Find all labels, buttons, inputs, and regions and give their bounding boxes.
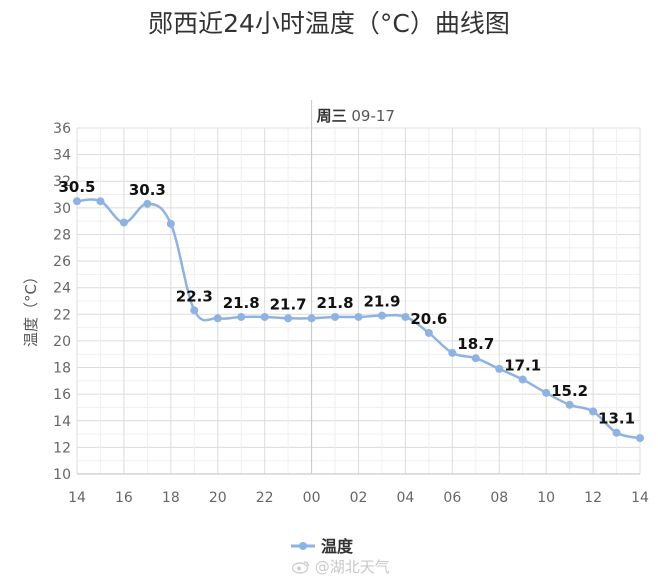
x-tick-label: 02 <box>350 490 368 506</box>
y-tick-label: 16 <box>53 387 71 403</box>
chart-title: 郧西近24小时温度（°C）曲线图 <box>148 9 510 38</box>
date-marker-date: 09-17 <box>347 107 395 125</box>
data-label: 17.1 <box>504 357 541 375</box>
x-tick-label: 14 <box>68 490 86 506</box>
axes: 10 12 14 16 18 20 22 24 26 28 30 32 34 36 14 16 18 20 22 00… <box>53 121 649 506</box>
data-point <box>284 314 293 323</box>
y-tick-label: 14 <box>53 414 71 430</box>
data-point <box>143 199 152 208</box>
x-tick-label: 18 <box>162 490 180 506</box>
data-point <box>73 197 81 206</box>
x-tick-label: 10 <box>537 490 555 506</box>
data-label: 18.7 <box>457 335 494 353</box>
y-tick-label: 12 <box>53 440 71 456</box>
data-point <box>495 364 504 373</box>
date-marker-label: 周三 09-17 <box>317 107 395 125</box>
y-tick-label: 22 <box>53 307 71 323</box>
data-labels: 30.5 30.3 22.3 21.8 21.7 21.8 21.9 20.6 18.7 17.1… <box>58 178 635 428</box>
y-tick-label: 10 <box>53 467 71 483</box>
legend-marker-icon <box>299 542 307 550</box>
data-label: 21.9 <box>363 293 400 311</box>
watermark-text: @湖北天气 <box>314 558 390 576</box>
grid <box>76 127 641 475</box>
y-tick-label: 26 <box>53 254 71 270</box>
legend[interactable]: 温度 <box>291 537 354 556</box>
weibo-icon <box>292 561 310 574</box>
date-marker: 周三 09-17 <box>311 100 395 474</box>
data-point <box>237 312 246 321</box>
x-tick-label: 12 <box>584 490 602 506</box>
data-point <box>401 312 410 321</box>
data-label: 21.7 <box>270 295 307 313</box>
x-tick-label: 20 <box>209 490 227 506</box>
data-point <box>377 311 386 320</box>
data-label: 21.8 <box>317 294 354 312</box>
data-label: 20.6 <box>410 310 447 328</box>
series-temperature <box>73 197 644 443</box>
data-label: 22.3 <box>176 287 213 305</box>
y-tick-label: 34 <box>53 148 71 164</box>
data-point <box>119 218 128 227</box>
y-tick-label: 30 <box>53 201 71 217</box>
x-tick-label: 04 <box>397 490 415 506</box>
data-point <box>190 306 199 315</box>
data-point <box>612 428 621 437</box>
data-point <box>448 348 457 357</box>
y-tick-label: 28 <box>53 227 71 243</box>
x-tick-label: 08 <box>490 490 508 506</box>
data-label: 30.5 <box>58 178 95 196</box>
data-point <box>96 197 105 206</box>
date-marker-weekday: 周三 <box>317 107 347 125</box>
x-tick-label: 00 <box>303 490 321 506</box>
data-point <box>565 400 574 409</box>
data-point <box>166 219 175 228</box>
data-point <box>542 388 551 397</box>
y-tick-label: 36 <box>53 121 71 137</box>
data-point <box>354 312 363 321</box>
data-point <box>471 354 480 363</box>
x-tick-label: 16 <box>115 490 133 506</box>
x-tick-label: 22 <box>256 490 274 506</box>
data-point <box>424 328 433 337</box>
data-point <box>636 434 644 443</box>
data-point <box>213 314 222 323</box>
x-tick-label: 14 <box>631 490 649 506</box>
data-point <box>518 375 527 384</box>
data-point <box>331 312 340 321</box>
data-point <box>260 312 269 321</box>
data-label: 13.1 <box>598 410 635 428</box>
legend-label: 温度 <box>320 537 354 556</box>
y-axis-label: 温度（°C） <box>22 269 40 347</box>
y-tick-label: 18 <box>53 361 71 377</box>
data-label: 30.3 <box>129 181 166 199</box>
data-label: 15.2 <box>551 382 588 400</box>
data-point <box>307 314 316 323</box>
x-tick-label: 06 <box>443 490 461 506</box>
watermark: @湖北天气 <box>292 556 390 577</box>
data-label: 21.8 <box>223 294 260 312</box>
data-point <box>589 407 598 416</box>
y-tick-label: 32 <box>53 174 71 190</box>
y-tick-label: 24 <box>53 281 71 297</box>
y-tick-label: 20 <box>53 334 71 350</box>
